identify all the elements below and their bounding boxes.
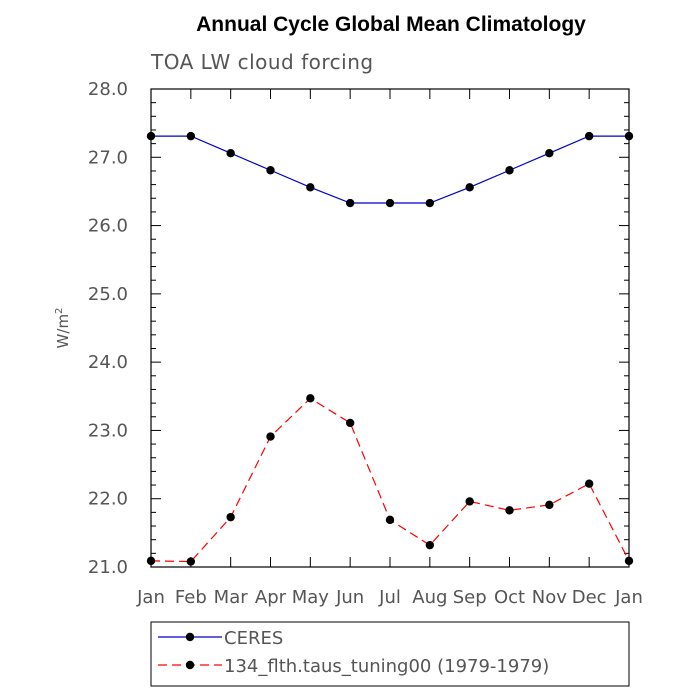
plot-frame: [150, 88, 630, 568]
data-point: [465, 497, 474, 506]
x-tick-label: Jul: [378, 587, 401, 608]
data-point: [545, 148, 554, 158]
legend-marker: [185, 660, 195, 670]
data-point: [545, 500, 554, 510]
data-point: [226, 148, 235, 158]
plot-area: [150, 88, 630, 568]
series-line: [151, 135, 629, 204]
data-point: [186, 131, 196, 141]
data-point: [584, 479, 594, 488]
legend-label: CERES: [224, 628, 283, 649]
data-point: [425, 540, 435, 550]
data-point: [385, 515, 395, 525]
y-tick-label: 26.0: [88, 216, 128, 237]
x-tick-label: Mar: [214, 587, 249, 608]
data-point: [624, 131, 634, 141]
data-point: [465, 183, 474, 192]
legend-box: [150, 621, 630, 687]
data-point: [226, 512, 235, 522]
x-tick-label: Oct: [494, 587, 525, 608]
data-point: [385, 198, 395, 208]
legend: CERES 134_flth.taus_tuning00 (1979-1979): [150, 621, 630, 687]
x-tick-label: May: [292, 587, 330, 608]
data-point: [266, 166, 275, 175]
y-tick-label: 27.0: [88, 147, 128, 168]
x-tick-label: Dec: [572, 587, 607, 608]
y-axis-label-superscript: 2: [54, 308, 65, 314]
series-line: [150, 397, 630, 563]
data-point: [584, 131, 594, 141]
data-point: [306, 394, 315, 403]
data-point: [306, 183, 315, 192]
data-point: [266, 432, 275, 441]
data-point: [345, 198, 355, 208]
x-tick-label: Jan: [614, 587, 643, 608]
x-tick-label: Jun: [335, 587, 364, 608]
x-tick-label: Jan: [136, 587, 165, 608]
x-tick-label: Sep: [453, 587, 487, 608]
data-point: [425, 198, 435, 208]
x-tick-label: Apr: [255, 587, 287, 608]
data-point: [624, 556, 634, 566]
y-axis-label-text: W/m: [54, 314, 72, 349]
y-axis: 21.0 22.0 23.0 24.0 25.0 26.0 27.0 28.0: [88, 79, 629, 578]
data-point: [505, 506, 514, 515]
legend-marker: [185, 632, 195, 642]
data-point: [505, 166, 514, 175]
series-layer: [146, 131, 634, 566]
x-tick-label: Nov: [532, 587, 567, 608]
y-tick-label: 24.0: [88, 352, 128, 373]
data-point: [345, 418, 355, 428]
data-point: [146, 556, 156, 566]
x-axis: Jan Feb Mar Apr May Jun Jul Aug Sep Oct Nov Dec Jan: [136, 89, 643, 608]
y-tick-label: 25.0: [88, 284, 128, 305]
y-tick-label: 23.0: [88, 420, 128, 441]
y-tick-label: 28.0: [88, 79, 128, 100]
y-axis-label: W/m2: [54, 308, 72, 349]
data-point: [146, 131, 156, 141]
data-point: [186, 557, 196, 566]
y-tick-label: 21.0: [88, 557, 128, 578]
legend-label: 134_flth.taus_tuning00 (1979-1979): [224, 656, 549, 677]
chart-title: Annual Cycle Global Mean Climatology: [196, 13, 586, 36]
x-tick-label: Aug: [412, 587, 447, 608]
y-tick-label: 22.0: [88, 489, 128, 510]
x-tick-label: Feb: [175, 587, 207, 608]
chart-subtitle: TOA LW cloud forcing: [150, 50, 374, 74]
